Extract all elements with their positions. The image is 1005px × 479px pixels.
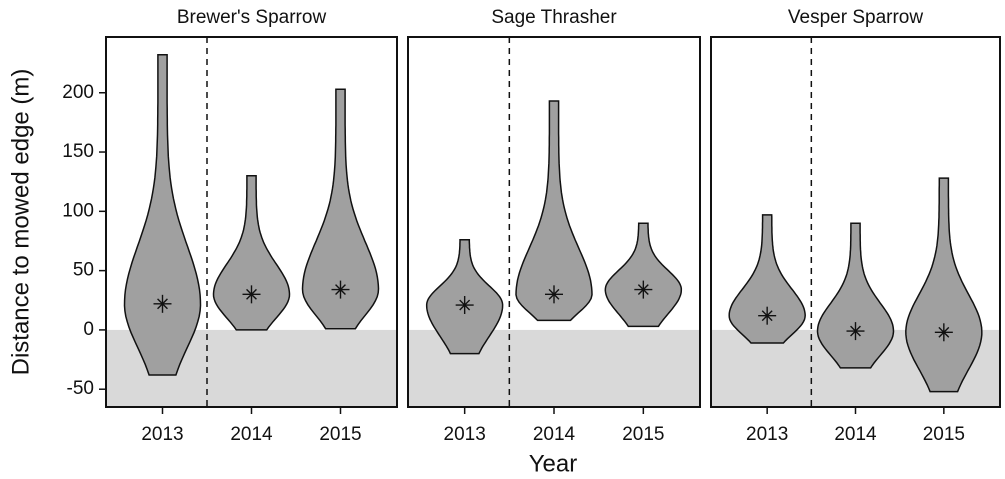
- mean-marker: [758, 306, 777, 325]
- y-tick-label: 100: [62, 200, 94, 221]
- y-tick-label: 200: [62, 82, 94, 103]
- y-tick-label: 150: [62, 141, 94, 162]
- mean-stroke: [335, 284, 346, 296]
- x-tick-label: 2013: [141, 424, 183, 445]
- panel-frame: [407, 36, 701, 408]
- panel-title: Vesper Sparrow: [788, 7, 923, 28]
- panel-frame: [105, 36, 398, 408]
- y-tick-label: 50: [73, 260, 94, 281]
- mean-marker: [634, 280, 653, 299]
- mean-stroke: [938, 326, 950, 338]
- mean-stroke: [761, 310, 773, 322]
- violin: [604, 222, 683, 328]
- mean-stroke: [157, 298, 168, 310]
- x-axis-label: Year: [529, 450, 578, 477]
- mean-stroke: [637, 284, 649, 296]
- violin: [816, 222, 895, 369]
- x-tick-label: 2013: [444, 424, 486, 445]
- mean-stroke: [459, 299, 471, 311]
- mean-stroke: [850, 325, 861, 337]
- y-tick-label: 0: [83, 319, 94, 340]
- mean-marker: [846, 322, 865, 341]
- x-tick-label: 2014: [834, 424, 877, 445]
- panel-frame: [710, 36, 1001, 408]
- mean-marker: [331, 280, 350, 299]
- violin: [728, 214, 806, 344]
- x-tick-label: 2014: [230, 424, 273, 445]
- mean-stroke: [246, 288, 257, 300]
- violin: [905, 177, 983, 393]
- y-tick-label: -50: [67, 378, 94, 399]
- violin: [301, 88, 380, 330]
- y-axis-label: Distance to mowed edge (m): [7, 69, 34, 376]
- violin: [123, 54, 202, 376]
- x-tick-label: 2015: [319, 424, 361, 445]
- x-tick-label: 2014: [533, 424, 576, 445]
- panel-title: Sage Thrasher: [491, 7, 617, 28]
- mean-marker: [934, 323, 953, 342]
- x-tick-label: 2015: [923, 424, 965, 445]
- panel-title: Brewer's Sparrow: [177, 7, 327, 28]
- violin: [515, 100, 593, 322]
- mean-marker: [153, 294, 172, 313]
- x-tick-label: 2013: [746, 424, 788, 445]
- mean-stroke: [548, 288, 560, 300]
- mean-marker: [242, 285, 261, 304]
- x-tick-label: 2015: [622, 424, 664, 445]
- violin: [212, 175, 291, 331]
- mean-marker: [455, 296, 474, 315]
- mean-marker: [545, 285, 563, 304]
